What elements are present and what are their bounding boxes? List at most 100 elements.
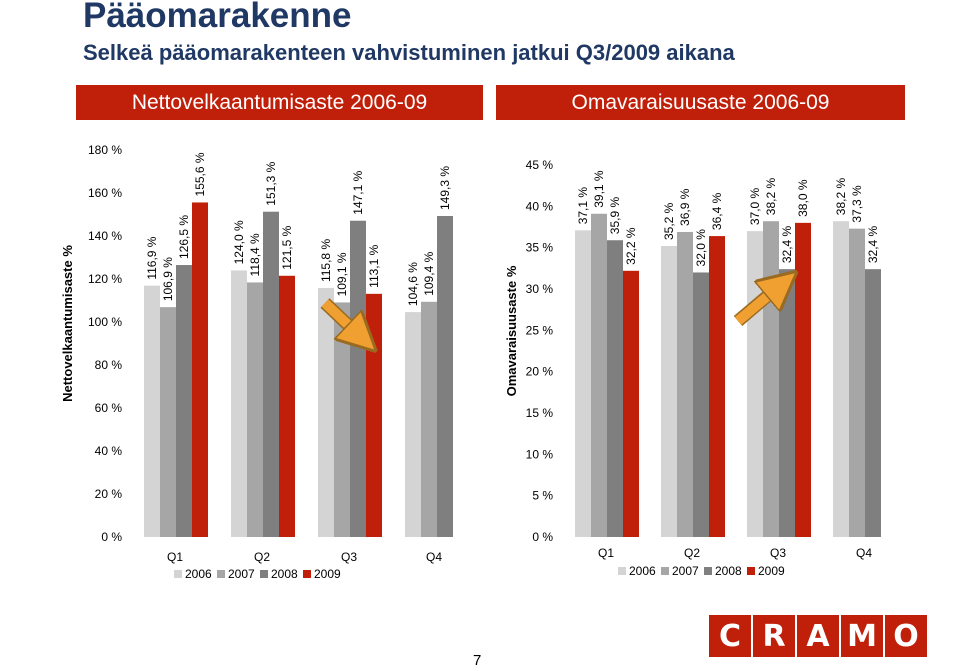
legend-label: 2008 bbox=[271, 567, 298, 581]
y-tick-label: 0 % bbox=[532, 530, 553, 544]
page-number: 7 bbox=[473, 652, 482, 669]
data-label: 35,9 % bbox=[608, 197, 622, 235]
data-label: 118,4 % bbox=[248, 233, 262, 276]
y-tick-label: 140 % bbox=[88, 229, 122, 243]
right-chart-banner: Omavaraisuusaste 2006-09 bbox=[496, 85, 905, 120]
data-label: 121,5 % bbox=[280, 225, 294, 269]
page-subtitle: Selkeä pääomarakenteen vahvistuminen jat… bbox=[83, 40, 735, 65]
data-label: 36,9 % bbox=[678, 188, 692, 226]
data-label: 38,2 % bbox=[834, 178, 848, 216]
data-label: 37,1 % bbox=[576, 187, 590, 225]
bar bbox=[677, 231, 693, 537]
bar bbox=[247, 282, 263, 537]
bar bbox=[763, 221, 779, 538]
data-label: 37,3 % bbox=[850, 185, 864, 223]
legend-swatch bbox=[303, 570, 311, 578]
y-tick-label: 35 % bbox=[526, 241, 554, 255]
data-label: 104,6 % bbox=[406, 262, 420, 306]
y-tick-label: 45 % bbox=[526, 158, 554, 172]
legend-label: 2008 bbox=[715, 564, 742, 578]
data-label: 124,0 % bbox=[232, 220, 246, 264]
y-axis-label: Nettovelkaantumisaste % bbox=[60, 245, 75, 402]
y-tick-label: 160 % bbox=[88, 186, 122, 200]
y-tick-label: 15 % bbox=[526, 406, 554, 420]
data-label: 38,2 % bbox=[764, 178, 778, 216]
logo-letter: C bbox=[709, 615, 751, 657]
page-title: Pääomarakenne bbox=[83, 0, 352, 35]
bar bbox=[176, 265, 192, 537]
y-tick-label: 40 % bbox=[95, 444, 123, 458]
data-label: 37,0 % bbox=[748, 187, 762, 225]
y-tick-label: 80 % bbox=[95, 358, 123, 372]
y-tick-label: 10 % bbox=[526, 447, 554, 461]
logo-letter: R bbox=[753, 615, 795, 657]
y-tick-label: 5 % bbox=[532, 489, 553, 503]
bar bbox=[865, 269, 881, 537]
y-tick-label: 25 % bbox=[526, 323, 554, 337]
bar bbox=[366, 293, 382, 537]
legend-swatch bbox=[174, 570, 182, 578]
legend-label: 2007 bbox=[672, 564, 699, 578]
trend-arrow-left bbox=[320, 298, 365, 341]
net-gearing-chart: 0 % 20 % 40 % 60 % 80 % 100 % 120 % 140 % 160 % 1… bbox=[60, 143, 453, 581]
legend-label: 2006 bbox=[629, 564, 656, 578]
legend-label: 2009 bbox=[314, 567, 341, 581]
bar bbox=[623, 270, 639, 537]
data-label: 38,0 % bbox=[796, 179, 810, 217]
data-label: 39,1 % bbox=[592, 170, 606, 208]
bar bbox=[334, 302, 350, 537]
data-label: 147,1 % bbox=[351, 170, 365, 214]
equity-ratio-chart: 0 % 5 % 10 % 15 % 20 % 25 % 30 % 35 % 40 % 45 % Om… bbox=[504, 158, 881, 578]
legend-swatch bbox=[618, 567, 626, 575]
bar bbox=[405, 312, 421, 537]
y-tick-label: 20 % bbox=[95, 487, 123, 501]
x-category-label: Q1 bbox=[167, 550, 183, 564]
bar bbox=[591, 213, 607, 538]
bar bbox=[144, 285, 160, 537]
data-label: 113,1 % bbox=[367, 244, 381, 287]
bar bbox=[693, 272, 709, 537]
bar bbox=[192, 202, 208, 537]
legend-swatch bbox=[747, 567, 755, 575]
data-label: 126,5 % bbox=[177, 215, 191, 259]
x-category-label: Q3 bbox=[341, 550, 357, 564]
data-label: 106,9 % bbox=[161, 257, 175, 301]
bar bbox=[779, 269, 795, 537]
bar bbox=[279, 275, 295, 537]
legend-label: 2009 bbox=[758, 564, 785, 578]
data-label: 32,4 % bbox=[866, 225, 880, 263]
bar bbox=[795, 222, 811, 537]
data-label: 115,8 % bbox=[319, 239, 333, 282]
left-chart-banner: Nettovelkaantumisaste 2006-09 bbox=[76, 85, 483, 120]
legend-swatch bbox=[704, 567, 712, 575]
logo-letter: O bbox=[885, 615, 927, 657]
trend-arrow-right bbox=[733, 281, 785, 326]
logo-letter: A bbox=[797, 615, 839, 657]
cramo-logo: C R A M O bbox=[709, 615, 927, 657]
bar bbox=[263, 211, 279, 537]
bar bbox=[833, 221, 849, 538]
y-tick-label: 0 % bbox=[101, 530, 122, 544]
data-label: 155,6 % bbox=[193, 152, 207, 196]
x-category-label: Q2 bbox=[684, 546, 700, 560]
data-label: 149,3 % bbox=[438, 166, 452, 210]
data-label: 32,2 % bbox=[624, 227, 638, 265]
bar bbox=[318, 288, 334, 537]
legend-label: 2007 bbox=[228, 567, 255, 581]
bar bbox=[437, 216, 453, 537]
x-category-label: Q3 bbox=[770, 546, 786, 560]
y-tick-label: 30 % bbox=[526, 282, 554, 296]
bar bbox=[421, 301, 437, 537]
logo-letter: M bbox=[841, 615, 883, 657]
x-category-label: Q1 bbox=[598, 546, 614, 560]
bar bbox=[350, 220, 366, 538]
y-axis-label: Omavaraisuusaste % bbox=[504, 265, 519, 396]
y-tick-label: 60 % bbox=[95, 401, 123, 415]
data-label: 116,9 % bbox=[145, 236, 159, 279]
bar bbox=[607, 240, 623, 537]
x-category-label: Q4 bbox=[856, 546, 872, 560]
legend-swatch bbox=[217, 570, 225, 578]
y-tick-label: 180 % bbox=[88, 143, 122, 157]
y-tick-label: 40 % bbox=[526, 199, 554, 213]
